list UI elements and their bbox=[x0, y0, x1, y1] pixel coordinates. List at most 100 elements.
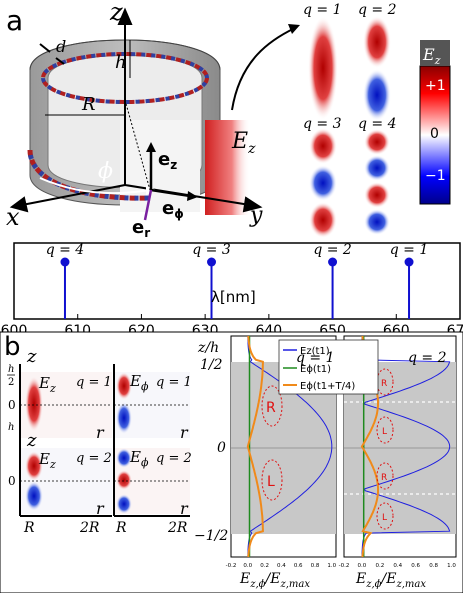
profile-xtick-label: -0.2 bbox=[339, 563, 350, 569]
spectrum-peak-marker bbox=[328, 257, 338, 267]
rot-q2-L2: L bbox=[382, 513, 387, 523]
map-z-label-bottom: z bbox=[26, 430, 37, 451]
map-title-3: Eϕ bbox=[129, 448, 149, 469]
rot-q1-L: L bbox=[267, 474, 275, 490]
spectrum-xlabel: λ[nm] bbox=[211, 288, 256, 306]
dim-R: R bbox=[81, 94, 96, 115]
mode-label-q4: q = 4 bbox=[358, 116, 397, 132]
map-title-1: Eϕ bbox=[129, 372, 149, 393]
map-2R-1: 2R bbox=[79, 520, 100, 536]
spectrum-line-label: q = 2 bbox=[313, 242, 352, 258]
spectrum-peak-marker bbox=[404, 257, 414, 267]
map-r-label-1: r bbox=[96, 423, 105, 442]
ephi-label: eϕ bbox=[162, 198, 184, 221]
dim-d: d bbox=[56, 37, 66, 56]
map-r-label-3: r bbox=[96, 499, 105, 518]
mode-label-q2: q = 2 bbox=[358, 2, 397, 18]
profile-ytick-bottom: −1/2 bbox=[194, 528, 228, 544]
cylinder-resonator bbox=[27, 39, 250, 215]
panel-a-label: a bbox=[6, 4, 23, 37]
map-h-two: 2 bbox=[8, 377, 14, 388]
ephi-t4-profile-q1 bbox=[246, 335, 264, 558]
map-r-label-2: r bbox=[180, 423, 189, 442]
profile-xtick-label: 0.0 bbox=[243, 563, 252, 569]
spectrum-line-label: q = 1 bbox=[390, 242, 429, 258]
profile-xtick-label: 1.0 bbox=[327, 563, 336, 569]
profile-xtick-label: 0.8 bbox=[429, 563, 438, 569]
profile-xtick-label: 0.6 bbox=[294, 563, 303, 569]
spectrum-line-label: q = 4 bbox=[46, 242, 85, 258]
axes-3d bbox=[9, 7, 263, 213]
profile-xtick-label: 1.0 bbox=[447, 563, 456, 569]
profile-xtick-label: 0.4 bbox=[393, 563, 402, 569]
map-zero-2: 0 bbox=[8, 474, 16, 488]
legend bbox=[278, 339, 379, 395]
map-2R-2: 2R bbox=[167, 520, 188, 536]
map-r-label-4: r bbox=[180, 499, 189, 518]
legend-ephi-t4: Eϕ(t1+T/4) bbox=[300, 381, 355, 392]
map-R-2: R bbox=[115, 520, 127, 536]
map-title-0: Ez bbox=[38, 374, 56, 395]
ez-profile-q1 bbox=[247, 336, 333, 557]
profile-ylabel: z/h bbox=[197, 340, 219, 356]
profile-xtick-label: 0.0 bbox=[358, 563, 367, 569]
ephi-arrowhead bbox=[187, 191, 198, 201]
d-arrow-2 bbox=[55, 57, 65, 65]
rotation-markers bbox=[261, 368, 394, 530]
ez-label: ez bbox=[158, 149, 177, 172]
field-maps bbox=[19, 364, 190, 517]
profile-xtick-label: 0.4 bbox=[277, 563, 286, 569]
map-R-1: R bbox=[23, 520, 35, 536]
ez-profile-q2 bbox=[361, 336, 451, 557]
colorbar-tick-0: 0 bbox=[430, 126, 439, 142]
spectrum-line-label: q = 3 bbox=[192, 242, 231, 258]
profile-xticks: -0.2 0.0 0.2 0.4 0.6 0.8 1.0 -0.2 0.0 0.2 0.4 0.6 0.… bbox=[226, 563, 457, 569]
ez-arrowhead bbox=[146, 142, 156, 152]
map-z-label-top: z bbox=[26, 346, 37, 367]
y-axis-label: y bbox=[249, 203, 263, 228]
ephi-vector bbox=[150, 188, 191, 198]
mode-label-q1: q = 1 bbox=[303, 2, 342, 18]
map-h-top: h bbox=[8, 364, 14, 375]
colorbar-tick-minus1: −1 bbox=[425, 168, 446, 184]
rot-q2-L1: L bbox=[382, 427, 387, 437]
x-axis-label: x bbox=[6, 203, 20, 231]
ez-field-label: Ez bbox=[231, 129, 256, 157]
profile-xtick-label: 0.2 bbox=[375, 563, 384, 569]
map-title-2: Ez bbox=[38, 450, 56, 471]
map-q-2: q = 2 bbox=[76, 451, 112, 466]
spectrum-peak-marker bbox=[207, 257, 217, 267]
rot-q1-R: R bbox=[266, 400, 276, 416]
profile-q1-label: q = 1 bbox=[296, 350, 335, 366]
profile-xtick-label: 0.2 bbox=[260, 563, 269, 569]
phi-arc bbox=[39, 177, 151, 195]
legend-ez: Ez(t1) bbox=[300, 346, 330, 357]
mode-maps bbox=[302, 16, 398, 238]
profile-xlabel-2: Ez,ϕ/Ez,max bbox=[355, 571, 426, 590]
map-q-1: q = 1 bbox=[156, 375, 192, 390]
profile-ytick-mid: 0 bbox=[217, 440, 226, 456]
colorbar-tick-plus1: +1 bbox=[425, 78, 446, 94]
dim-phi: ϕ bbox=[98, 159, 113, 184]
profile-xlabel-1: Ez,ϕ/Ez,max bbox=[239, 571, 310, 590]
profile-q2-label: q = 2 bbox=[408, 350, 447, 366]
zoom-arrow bbox=[231, 27, 296, 111]
zoom-arrowhead bbox=[288, 24, 300, 34]
colorbar-title-bg bbox=[420, 40, 450, 66]
dim-h: h bbox=[115, 52, 127, 73]
profile-xtick-label: -0.2 bbox=[226, 563, 237, 569]
er-vector bbox=[143, 189, 153, 221]
rot-q2-R1: R bbox=[381, 379, 387, 389]
map-h-bottom: h bbox=[8, 422, 14, 433]
er-label: er bbox=[132, 217, 150, 240]
map-q-3: q = 2 bbox=[156, 451, 192, 466]
profile-xtick-label: 0.6 bbox=[411, 563, 420, 569]
d-arrow bbox=[39, 43, 51, 53]
profile-xtick-label: 0.8 bbox=[311, 563, 320, 569]
z-axis-label: z bbox=[109, 0, 123, 26]
colorbar bbox=[419, 65, 451, 205]
spectrum-peak-marker bbox=[60, 257, 70, 267]
mode-label-q3: q = 3 bbox=[303, 116, 342, 132]
panel-b-label: b bbox=[4, 332, 21, 362]
